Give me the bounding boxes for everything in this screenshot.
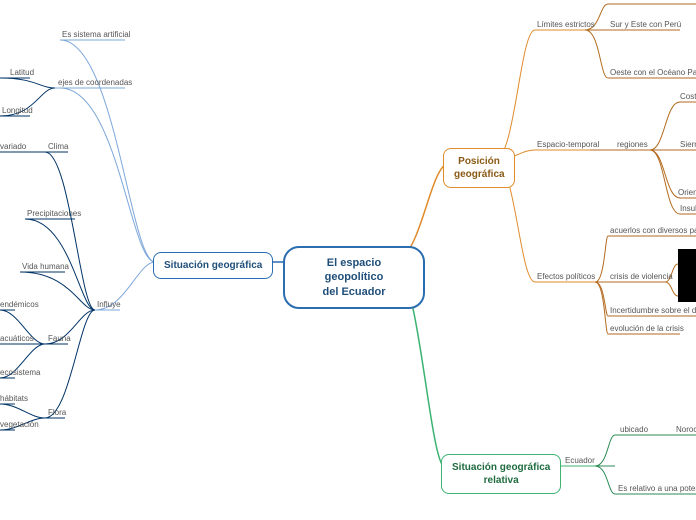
- left-branch-label: Situación geográfica: [164, 260, 262, 271]
- leaf-ecosist: ecosistema: [0, 368, 40, 377]
- leaf-sistema-artificial: Es sistema artificial: [62, 30, 130, 39]
- leaf-oeste: Oeste con el Océano Pacífico: [610, 68, 696, 77]
- leaf-ecuador: Ecuador: [565, 456, 595, 465]
- leaf-oriente: Oriente: [678, 188, 696, 197]
- leaf-sureste: Sur y Este con Perú: [610, 20, 681, 29]
- leaf-ubicado: ubicado: [620, 425, 648, 434]
- leaf-crisis: crisis de violencia: [610, 272, 673, 281]
- leaf-limites: Límites estrictos: [537, 20, 595, 29]
- right-top-l2: geográfica: [454, 169, 505, 180]
- leaf-acuerlos: acuerlos con diversos paises: [610, 226, 696, 235]
- leaf-sierra: Sierra: [680, 140, 696, 149]
- leaf-efectos: Efectos políticos: [537, 272, 595, 281]
- center-topic[interactable]: El espacio geopolítico del Ecuador: [283, 246, 425, 309]
- leaf-espaciotemp: Espacio-temporal: [537, 140, 599, 149]
- leaf-clima: Clima: [48, 142, 68, 151]
- leaf-regiones: regiones: [617, 140, 648, 149]
- image-placeholder-crisis: [678, 249, 696, 302]
- right-bottom-l2: relativa: [484, 475, 519, 486]
- leaf-relativo: Es relativo a una potencia: [618, 484, 696, 493]
- left-branch[interactable]: Situación geográfica: [153, 252, 273, 279]
- right-bottom-l1: Situación geográfica: [452, 462, 550, 473]
- leaf-precip: Precipitaciones: [27, 209, 81, 218]
- leaf-fauna: Fauna: [48, 334, 71, 343]
- leaf-flora: Flora: [48, 408, 66, 417]
- leaf-insular: Insular: [680, 204, 696, 213]
- leaf-norocc: Noroccidental: [676, 425, 696, 434]
- leaf-variado: variado: [0, 142, 26, 151]
- leaf-evolcrisis: evolución de la crisis: [610, 324, 684, 333]
- leaf-endem: endémicos: [0, 300, 39, 309]
- leaf-influye: Influye: [97, 300, 121, 309]
- leaf-longitud: Longitud: [2, 106, 33, 115]
- leaf-acuat: acuáticos: [0, 334, 34, 343]
- right-top-l1: Posición: [458, 156, 500, 167]
- leaf-costa: Costa: [680, 92, 696, 101]
- leaf-habit: hábitats: [0, 394, 28, 403]
- leaf-veget: vegetación: [0, 420, 39, 429]
- right-bottom-branch[interactable]: Situación geográfica relativa: [441, 454, 561, 494]
- right-top-branch[interactable]: Posición geográfica: [443, 148, 515, 188]
- center-line2: del Ecuador: [323, 286, 386, 298]
- center-line1: El espacio geopolítico: [325, 257, 384, 283]
- leaf-incertid: Incertidumbre sobre el desarrollo: [610, 306, 696, 315]
- leaf-ejes: ejes de coordenadas: [58, 78, 132, 87]
- leaf-latitud: Latitud: [10, 68, 34, 77]
- leaf-vida: Vida humana: [22, 262, 69, 271]
